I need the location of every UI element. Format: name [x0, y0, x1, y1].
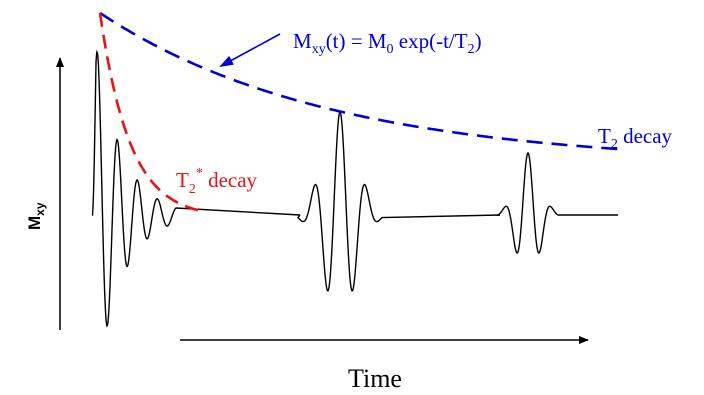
- t2star-label-rest: decay: [203, 168, 258, 192]
- y-axis-label: Mxy: [25, 202, 47, 230]
- t2-star-decay-label: T2* decay: [176, 166, 258, 197]
- x-axis-label: Time: [348, 364, 402, 393]
- t2-decay-label: T2 decay: [598, 124, 673, 152]
- t2-decay-envelope: [99, 11, 625, 151]
- equation-lhs-rest: (t) = M: [326, 29, 387, 53]
- t2-label-rest: decay: [618, 124, 673, 148]
- fid-signal-trace: [91, 49, 301, 328]
- equation-rhs: exp(-t/T: [394, 29, 468, 53]
- equation-m-sub: xy: [312, 42, 326, 57]
- t2-label-sub: 2: [611, 137, 618, 152]
- t2star-label-sub: 2: [189, 182, 196, 197]
- spin-echo-2-trace: [495, 151, 618, 254]
- y-axis-label-m: M: [25, 216, 44, 230]
- equation-m: M: [293, 29, 312, 53]
- t2star-label-sup: *: [196, 166, 203, 181]
- equation-m0-sub: 0: [387, 42, 394, 57]
- equation-t2-sub: 2: [468, 42, 475, 57]
- spin-echo-1-trace: [297, 110, 501, 292]
- equation-pointer-arrow: [219, 33, 281, 67]
- y-axis-label-sub: xy: [33, 202, 47, 216]
- t2star-label-t: T: [176, 168, 189, 192]
- t2-label-t: T: [598, 124, 611, 148]
- decay-equation-label: Mxy(t) = M0 exp(-t/T2): [293, 29, 482, 57]
- equation-close: ): [475, 29, 482, 53]
